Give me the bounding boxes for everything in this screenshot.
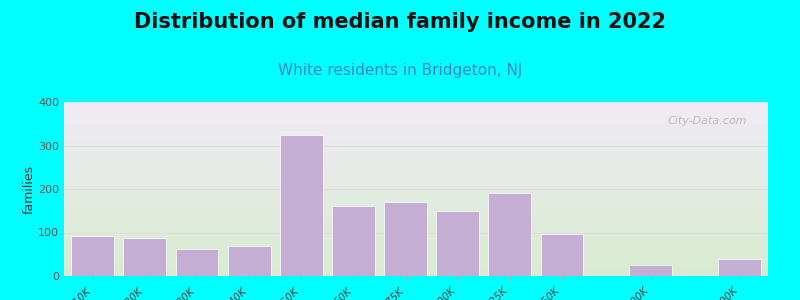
- Bar: [280, 135, 322, 276]
- Bar: [175, 249, 218, 276]
- Bar: [71, 236, 114, 276]
- Bar: [384, 202, 427, 276]
- Bar: [228, 245, 270, 276]
- Bar: [123, 238, 166, 276]
- Bar: [436, 211, 479, 276]
- Bar: [718, 259, 761, 276]
- Y-axis label: families: families: [22, 164, 35, 214]
- Bar: [489, 194, 531, 276]
- Bar: [630, 265, 672, 276]
- Bar: [541, 234, 583, 276]
- Bar: [332, 206, 375, 276]
- Text: Distribution of median family income in 2022: Distribution of median family income in …: [134, 12, 666, 32]
- Text: White residents in Bridgeton, NJ: White residents in Bridgeton, NJ: [278, 63, 522, 78]
- Text: City-Data.com: City-Data.com: [667, 116, 747, 126]
